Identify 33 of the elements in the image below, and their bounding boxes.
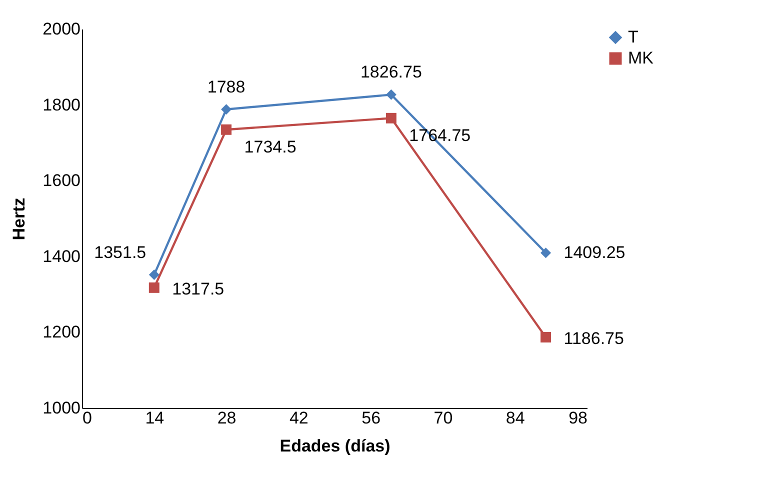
- x-tick-label: 70: [434, 408, 453, 428]
- x-tick-label: 42: [289, 408, 308, 428]
- y-axis-title: Hertz: [10, 198, 29, 240]
- legend-label: MK: [628, 48, 654, 68]
- x-tick-label: 84: [506, 408, 525, 428]
- data-label: 1734.5: [244, 138, 296, 157]
- x-tick-label: 14: [145, 408, 164, 428]
- data-label: 1351.5: [94, 242, 146, 262]
- y-tick-label: 1600: [42, 171, 80, 190]
- point: [540, 248, 552, 258]
- legend-label: T: [628, 28, 638, 46]
- data-label: 1826.75: [360, 62, 422, 82]
- data-label: 1186.75: [564, 329, 624, 348]
- x-tick-label: 28: [217, 408, 236, 428]
- point: [386, 112, 396, 124]
- x-tick-label: 0: [82, 408, 92, 428]
- point: [221, 124, 232, 135]
- data-label: 1409.25: [564, 242, 626, 262]
- point: [540, 332, 552, 342]
- point: [386, 89, 396, 100]
- y-tick-label: 1800: [42, 95, 80, 114]
- y-tick-label: 1200: [42, 322, 80, 342]
- x-tick-label: 98: [568, 408, 588, 428]
- x-axis-title: Edades (días): [280, 436, 390, 456]
- data-label: 1317.5: [172, 280, 224, 299]
- y-tick-label: 2000: [42, 20, 80, 38]
- point: [148, 282, 160, 293]
- y-tick-label: 1000: [42, 398, 80, 418]
- x-tick-label: 56: [362, 408, 381, 428]
- data-label: 1788: [207, 77, 246, 96]
- y-tick-label: 1400: [42, 246, 80, 266]
- point: [221, 104, 232, 115]
- point: [148, 270, 160, 280]
